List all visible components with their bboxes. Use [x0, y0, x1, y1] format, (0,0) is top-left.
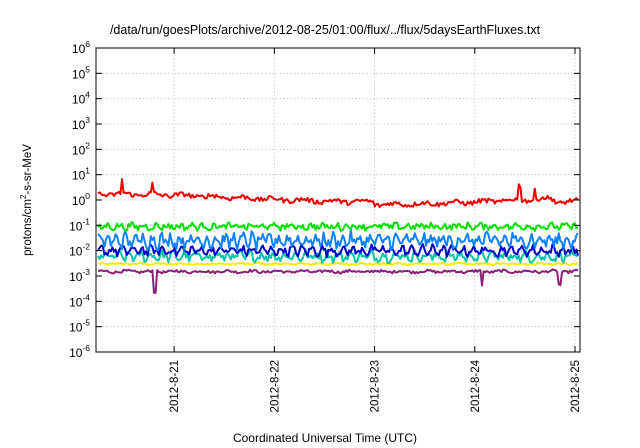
y-tick-label: 10-6: [69, 343, 90, 360]
x-axis: 2012-8-21 2012-8-22 2012-8-23 2012-8-24 2012…: [169, 48, 582, 412]
y-axis: 10-610-510-410-310-210-11001011021031041…: [69, 39, 580, 360]
y-tick-label: 106: [72, 39, 90, 56]
y-tick-base: 10: [69, 346, 83, 360]
y-tick-base: 10: [72, 118, 86, 132]
y-tick-base: 10: [69, 219, 83, 233]
y-tick-exponent: 4: [85, 90, 90, 100]
y-tick-base: 10: [69, 270, 83, 284]
y-tick-exponent: 2: [85, 140, 90, 150]
y-tick-base: 10: [69, 245, 83, 259]
y-tick-exponent: -6: [82, 343, 90, 353]
y-tick-base: 10: [69, 321, 83, 335]
y-tick-base: 10: [69, 295, 83, 309]
y-tick-label: 10-1: [69, 216, 90, 233]
series-line: [97, 243, 579, 259]
y-tick-exponent: -3: [82, 267, 90, 277]
y-tick-label: 101: [72, 166, 90, 183]
y-axis-label-rest: -s-sr-MeV: [22, 144, 34, 195]
y-tick-exponent: 6: [85, 39, 90, 49]
series-line: [97, 229, 579, 252]
y-tick-label: 10-5: [69, 318, 90, 335]
y-tick-exponent: -5: [82, 318, 90, 328]
x-tick-label: 2012-8-22: [269, 360, 281, 412]
y-tick-base: 10: [72, 67, 86, 81]
y-tick-label: 104: [72, 90, 90, 107]
y-axis-label-exponent: 2: [19, 194, 28, 199]
y-tick-base: 10: [72, 194, 86, 208]
y-tick-label: 10-3: [69, 267, 90, 284]
x-axis-label: Coordinated Universal Time (UTC): [233, 431, 417, 445]
y-axis-label-main: protons/cm: [22, 199, 34, 256]
y-tick-base: 10: [72, 169, 86, 183]
y-tick-label: 10-4: [69, 292, 90, 309]
y-tick-exponent: -4: [82, 292, 90, 302]
y-tick-exponent: 0: [85, 191, 90, 201]
y-tick-exponent: -1: [82, 216, 90, 226]
x-tick-label: 2012-8-25: [570, 360, 582, 412]
y-tick-exponent: 5: [85, 64, 90, 74]
chart-title: /data/run/goesPlots/archive/2012-08-25/0…: [110, 23, 541, 37]
y-tick-base: 10: [72, 93, 86, 107]
y-tick-label: 103: [72, 115, 90, 132]
y-tick-base: 10: [72, 42, 86, 56]
y-tick-exponent: 1: [85, 166, 90, 176]
x-tick-label: 2012-8-23: [370, 360, 382, 412]
y-tick-exponent: -2: [82, 242, 90, 252]
y-tick-exponent: 3: [85, 115, 90, 125]
y-axis-label: protons/cm2-s-sr-MeV: [19, 144, 34, 256]
series-line: [97, 248, 579, 265]
x-tick-label: 2012-8-21: [169, 360, 181, 412]
y-tick-label: 102: [72, 140, 90, 157]
y-tick-label: 105: [72, 64, 90, 81]
series-line: [97, 261, 579, 267]
series-line: [97, 178, 579, 208]
x-tick-label: 2012-8-24: [470, 359, 482, 412]
y-tick-label: 100: [72, 191, 90, 208]
y-tick-base: 10: [72, 143, 86, 157]
series-line: [97, 221, 578, 232]
data-series: [97, 178, 579, 294]
y-tick-label: 10-2: [69, 242, 90, 259]
series-line: [97, 268, 579, 294]
